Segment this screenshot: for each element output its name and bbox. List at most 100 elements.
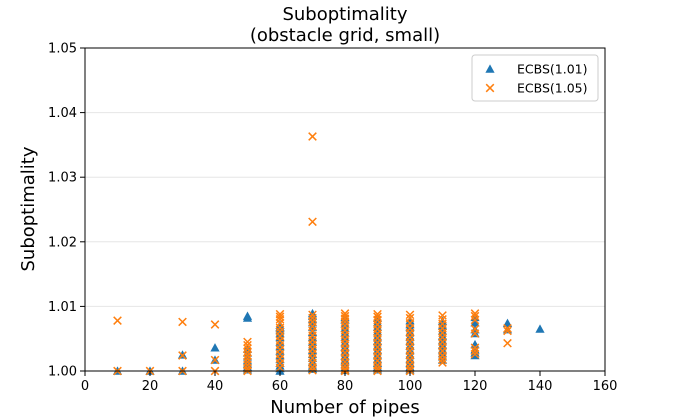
data-point-x xyxy=(438,358,447,367)
data-point-x xyxy=(243,344,252,353)
data-point-triangle xyxy=(372,345,383,355)
data-point-triangle xyxy=(437,326,448,335)
data-point-x xyxy=(438,351,447,360)
data-point-x xyxy=(243,340,252,350)
data-point-x xyxy=(405,310,415,320)
data-point-x xyxy=(178,317,187,327)
data-point-triangle xyxy=(340,337,350,347)
x-tick-label: 140 xyxy=(528,379,553,394)
data-point-x xyxy=(340,357,350,367)
y-tick-label: 1.00 xyxy=(48,365,77,380)
legend-label: ECBS(1.01) xyxy=(517,62,588,77)
data-point-x xyxy=(275,323,285,333)
legend-label: ECBS(1.05) xyxy=(517,81,588,96)
data-point-x xyxy=(275,363,285,373)
data-point-x xyxy=(405,360,415,369)
data-point-x xyxy=(340,317,350,327)
data-point-x xyxy=(243,347,252,357)
data-point-x xyxy=(243,351,252,360)
data-point-x xyxy=(308,362,317,372)
data-point-x xyxy=(113,316,122,325)
data-point-triangle xyxy=(372,317,383,327)
data-point-triangle xyxy=(437,316,448,326)
data-point-x xyxy=(275,312,285,322)
legend-marker-triangle xyxy=(485,64,495,73)
data-point-triangle xyxy=(372,341,383,350)
legend-marker-x xyxy=(485,83,495,93)
x-tick-label: 0 xyxy=(81,379,89,394)
data-point-x xyxy=(470,315,480,325)
axes: 1.00 1.01 1.02 1.03 1.04 1.05 0 20 40 60 80 100 120 1… xyxy=(48,42,617,395)
legend-entries: ECBS(1.01) ECBS(1.05) xyxy=(485,62,588,96)
data-point-x xyxy=(210,355,220,365)
data-point-triangle xyxy=(340,342,350,351)
data-point-x xyxy=(178,351,187,360)
data-point-x xyxy=(340,314,350,324)
data-point-x xyxy=(470,346,480,356)
data-point-triangle xyxy=(340,323,350,333)
data-point-triangle xyxy=(340,347,350,356)
x-tick-label: 60 xyxy=(272,379,289,394)
data-point-triangle xyxy=(470,317,480,327)
data-point-triangle xyxy=(437,336,448,345)
data-point-x xyxy=(373,312,382,322)
data-point-triangle xyxy=(372,332,383,341)
x-tick-label: 80 xyxy=(337,379,354,394)
data-point-x xyxy=(275,314,285,324)
data-point-triangle xyxy=(307,332,318,342)
data-point-triangle xyxy=(372,336,383,346)
y-tick-label: 1.04 xyxy=(48,106,77,121)
data-point-triangle xyxy=(502,318,513,327)
data-point-triangle xyxy=(340,319,350,328)
data-point-triangle xyxy=(372,326,383,336)
data-point-x xyxy=(308,132,317,141)
data-point-x xyxy=(470,329,480,338)
data-point-triangle xyxy=(437,321,448,330)
x-tick-label: 120 xyxy=(463,379,488,394)
data-point-triangle xyxy=(372,322,383,331)
data-point-x xyxy=(438,311,447,320)
data-point-triangle xyxy=(437,331,448,340)
data-point-triangle xyxy=(340,332,350,342)
y-axis-label: Suboptimality xyxy=(18,146,39,271)
data-point-x xyxy=(503,326,512,336)
data-point-triangle xyxy=(242,313,253,322)
data-point-triangle xyxy=(210,343,220,352)
data-point-triangle xyxy=(372,350,383,359)
y-tick-label: 1.05 xyxy=(48,42,77,57)
data-point-triangle xyxy=(340,328,350,337)
x-tick-label: 160 xyxy=(593,379,618,394)
y-tick-label: 1.03 xyxy=(48,171,77,186)
x-axis-label: Number of pipes xyxy=(270,397,419,417)
data-point-x xyxy=(308,366,317,375)
legend-box xyxy=(471,54,599,102)
data-point-x xyxy=(210,320,220,329)
x-tick-label: 20 xyxy=(142,379,159,394)
y-tick-label: 1.02 xyxy=(48,235,77,250)
data-point-x xyxy=(243,357,252,367)
data-point-x xyxy=(470,349,480,359)
series-ecbs-1-05 xyxy=(113,132,512,376)
data-point-x xyxy=(470,311,480,321)
data-point-x xyxy=(503,324,512,333)
data-marks xyxy=(112,132,545,376)
y-tick-label: 1.01 xyxy=(48,300,77,315)
data-point-x xyxy=(308,313,317,323)
data-point-x xyxy=(243,337,252,347)
data-point-triangle xyxy=(340,351,350,360)
chart-title: Suboptimality xyxy=(282,4,407,25)
data-point-x xyxy=(470,343,480,353)
x-tick-label: 100 xyxy=(398,379,423,394)
data-point-triangle xyxy=(307,337,318,346)
data-point-x xyxy=(243,354,252,364)
data-point-x xyxy=(438,355,447,364)
chart-subtitle: (obstacle grid, small) xyxy=(250,25,440,46)
data-point-x xyxy=(308,217,317,227)
data-point-x xyxy=(340,364,350,374)
data-point-triangle xyxy=(437,340,448,349)
data-point-x xyxy=(308,310,317,320)
legend: ECBS(1.01) ECBS(1.05) xyxy=(471,54,599,102)
data-point-x xyxy=(470,309,480,318)
data-point-triangle xyxy=(535,324,545,333)
